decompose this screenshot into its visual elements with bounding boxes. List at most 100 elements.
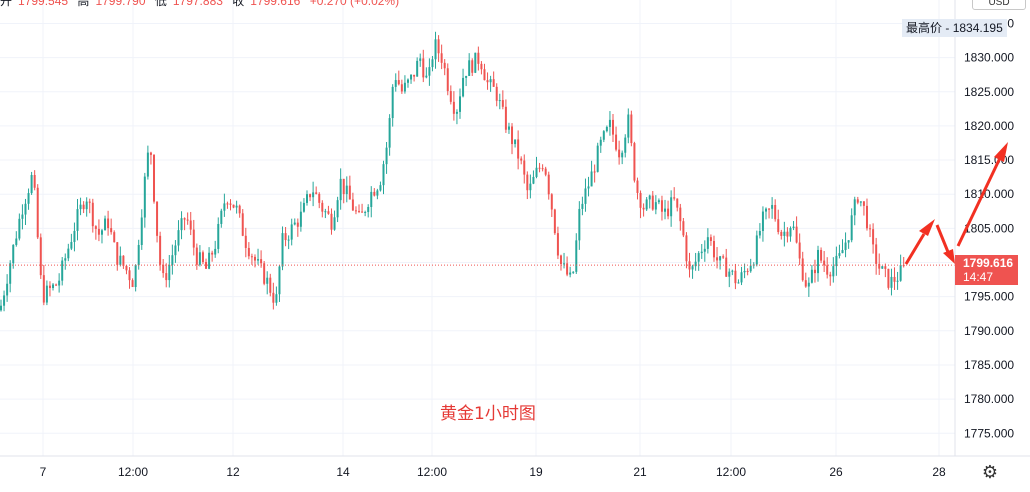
candle-body (140, 217, 143, 245)
candle-body (896, 280, 899, 282)
candle-body (354, 210, 357, 212)
candle-body (875, 244, 878, 264)
currency-button[interactable]: USD (972, 0, 1026, 10)
candle-body (85, 201, 88, 210)
candle-body (492, 79, 495, 87)
candle-body (462, 77, 465, 97)
candle-body (336, 200, 339, 218)
candle-body (15, 238, 18, 245)
candle-body (608, 119, 611, 127)
candle-body (471, 60, 474, 73)
candle-body (137, 244, 140, 266)
candle-body (91, 202, 94, 227)
candle-body (208, 252, 211, 269)
candle-body (746, 270, 749, 272)
candle-body (48, 285, 51, 289)
candle-body (826, 265, 829, 275)
high-price-marker: 最高价 - 1834.195 (902, 19, 1007, 37)
candle-body (327, 211, 330, 214)
candle-body (691, 266, 694, 270)
low-label: 低 (154, 0, 167, 8)
candle-body (394, 80, 397, 87)
candle-body (532, 176, 535, 184)
candle-body (755, 235, 758, 265)
candle-body (575, 240, 578, 272)
candle-body (275, 294, 278, 303)
candle-body (758, 231, 761, 236)
candle-body (348, 185, 351, 200)
candle-body (351, 199, 354, 211)
candle-body (168, 264, 171, 281)
candle-body (211, 252, 214, 255)
candle-body (709, 237, 712, 241)
candle-body (309, 194, 312, 198)
grid-lines (0, 0, 955, 456)
candle-body (58, 280, 61, 286)
close-value: 1799.616 (250, 0, 301, 8)
candle-body (232, 204, 235, 208)
candle-body (110, 228, 113, 233)
candle-body (618, 149, 621, 158)
candle-body (189, 220, 192, 230)
candle-body (535, 167, 538, 177)
candle-body (590, 171, 593, 187)
candle-body (615, 134, 618, 150)
candle-body (780, 231, 783, 236)
candle-body (321, 202, 324, 212)
price-axis[interactable]: 1775.000 1780.000 1785.000 1790.000 1795.000… (964, 16, 1014, 440)
candle-body (890, 276, 893, 288)
candle-body (899, 265, 902, 281)
time-tick-label: 12:00 (417, 465, 447, 479)
candle-body (153, 154, 155, 202)
candle-body (131, 280, 134, 288)
high-marker-value: 1834.195 (952, 21, 1003, 35)
high-marker-separator: - (945, 21, 953, 35)
candle-body (856, 199, 859, 203)
last-price-value: 1799.616 (963, 256, 1014, 270)
candle-body (605, 126, 608, 132)
candle-body (52, 284, 55, 289)
candle-body (749, 265, 752, 272)
candle-body (593, 171, 596, 173)
candle-body (636, 180, 639, 193)
candle-body (42, 275, 45, 303)
candle-body (315, 192, 318, 194)
candle-body (119, 255, 122, 265)
candle-body (12, 244, 15, 264)
candle-body (165, 273, 168, 281)
price-tick-label: 1825.000 (964, 85, 1014, 99)
candle-body (174, 245, 177, 256)
candle-body (602, 131, 605, 140)
candle-body (333, 217, 336, 230)
candle-body (397, 80, 400, 85)
price-tick-label: 1805.000 (964, 221, 1014, 235)
candle-body (884, 266, 887, 269)
candle-body (498, 100, 501, 102)
gear-icon[interactable]: ⚙ (981, 462, 999, 482)
candle-body (455, 111, 458, 114)
price-tick-label: 1790.000 (964, 324, 1014, 338)
candle-body (422, 58, 425, 78)
candle-body (468, 60, 471, 76)
price-tick-label: 1820.000 (964, 119, 1014, 133)
price-tick-label: 1785.000 (964, 358, 1014, 372)
candle-body (186, 219, 189, 221)
candle-body (30, 175, 33, 194)
close-label: 收 (232, 0, 245, 8)
candle-body (45, 285, 48, 303)
candle-body (330, 213, 333, 230)
candle-body (284, 233, 287, 241)
candle-body (553, 209, 556, 234)
candle-body (559, 255, 562, 264)
candle-body (364, 211, 367, 213)
time-axis[interactable]: 7 12:00 12 14 12:00 19 21 12:00 26 28 (40, 465, 946, 479)
candle-body (584, 188, 587, 204)
candle-body (293, 222, 296, 225)
candle-body (452, 101, 455, 114)
candle-body (844, 242, 847, 251)
candle-body (260, 259, 263, 264)
candle-body (627, 114, 630, 138)
candle-body (220, 210, 223, 224)
candle-body (893, 276, 896, 282)
